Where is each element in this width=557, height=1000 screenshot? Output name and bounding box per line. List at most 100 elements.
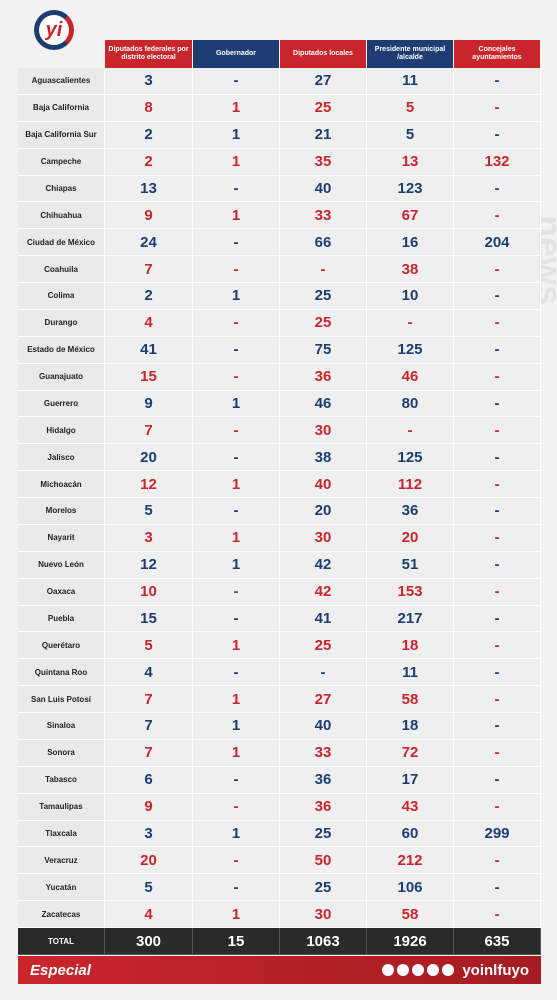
table-cell: 24 — [105, 229, 193, 257]
table-cell: - — [454, 94, 541, 122]
total-cell: 15 — [193, 928, 280, 955]
state-name: Estado de México — [18, 336, 105, 364]
table-cell: 27 — [280, 68, 367, 95]
table-cell: 66 — [280, 229, 367, 257]
state-name: Nayarit — [18, 524, 105, 552]
logo[interactable]: yi — [34, 10, 74, 50]
state-name: Guanajuato — [18, 363, 105, 391]
table-cell: - — [454, 283, 541, 310]
icon[interactable] — [397, 964, 410, 976]
state-name: Michoacán — [18, 471, 105, 498]
table-cell: 12 — [105, 551, 193, 579]
state-name: Puebla — [18, 605, 105, 633]
table-cell: 51 — [367, 551, 454, 579]
table-cell: 7 — [105, 256, 193, 283]
state-name: Hidalgo — [18, 417, 105, 445]
column-header: Gobernador — [193, 40, 279, 68]
table-cell: - — [454, 471, 541, 498]
table-cell: 2 — [105, 148, 193, 176]
table-cell: 2 — [105, 283, 193, 310]
table-cell: 7 — [105, 686, 193, 713]
table-cell: 1 — [193, 551, 280, 579]
table-cell: - — [193, 605, 280, 633]
state-name: Nuevo León — [18, 551, 105, 579]
table-cell: 5 — [105, 498, 193, 525]
table-cell: 7 — [105, 417, 193, 445]
table-cell: - — [454, 363, 541, 391]
table-cell: - — [193, 336, 280, 364]
table-cell: - — [193, 847, 280, 875]
table-cell: 5 — [367, 94, 454, 122]
table-cell: - — [193, 309, 280, 337]
table-cell: 10 — [367, 283, 454, 310]
table-cell: 18 — [367, 632, 454, 660]
state-name: Guerrero — [18, 390, 105, 418]
state-name: Campeche — [18, 148, 105, 176]
table-cell: 204 — [454, 229, 541, 257]
total-cell: 1926 — [367, 928, 454, 955]
table-cell: - — [193, 659, 280, 687]
table-cell: - — [193, 68, 280, 95]
state-name: Zacatecas — [18, 901, 105, 928]
table-cell: 1 — [193, 390, 280, 418]
table-cell: 36 — [367, 498, 454, 525]
table-cell: 30 — [280, 524, 367, 552]
icon[interactable] — [442, 964, 455, 976]
icon[interactable] — [412, 964, 425, 976]
icon[interactable] — [382, 964, 395, 976]
table-cell: - — [454, 390, 541, 418]
state-name: Tabasco — [18, 766, 105, 794]
table-cell: 33 — [280, 202, 367, 230]
table-cell: 50 — [280, 847, 367, 875]
table-cell: 1 — [193, 148, 280, 176]
table-cell: 11 — [367, 68, 454, 95]
table-cell: - — [193, 498, 280, 525]
table-cell: 15 — [105, 605, 193, 633]
table-cell: - — [367, 417, 454, 445]
table-cell: - — [193, 766, 280, 794]
table-cell: 1 — [193, 471, 280, 498]
table-cell: 132 — [454, 148, 541, 176]
table-cell: - — [454, 578, 541, 606]
table-cell: 20 — [367, 524, 454, 552]
table-cell: 2 — [105, 121, 193, 149]
table-cell: - — [280, 256, 367, 283]
table-cell: 40 — [280, 471, 367, 498]
total-label: TOTAL — [18, 928, 105, 955]
state-name: Tamaulipas — [18, 793, 105, 821]
table-cell: 40 — [280, 713, 367, 740]
table-cell: 4 — [105, 901, 193, 928]
table-cell: - — [454, 309, 541, 337]
icon[interactable] — [427, 964, 440, 976]
table-cell: 106 — [367, 874, 454, 902]
total-cell: 635 — [454, 928, 541, 955]
table-cell: 41 — [280, 605, 367, 633]
table-cell: 13 — [105, 175, 193, 203]
table-cell: - — [193, 256, 280, 283]
table-cell: 9 — [105, 390, 193, 418]
table-cell: - — [454, 417, 541, 445]
table-cell: - — [454, 686, 541, 713]
table-cell: - — [454, 551, 541, 579]
table-cell: 17 — [367, 766, 454, 794]
table-cell: - — [193, 874, 280, 902]
table-cell: 12 — [105, 471, 193, 498]
table-cell: - — [193, 793, 280, 821]
table-cell: - — [454, 256, 541, 283]
state-name: Aguascalientes — [18, 68, 105, 95]
table-cell: 10 — [105, 578, 193, 606]
state-name: Baja California Sur — [18, 121, 105, 149]
table-cell: 1 — [193, 686, 280, 713]
table-cell: 25 — [280, 283, 367, 310]
table-cell: 36 — [280, 793, 367, 821]
table-cell: 5 — [105, 874, 193, 902]
table-cell: 30 — [280, 417, 367, 445]
table-cell: 212 — [367, 847, 454, 875]
table-cell: 20 — [105, 847, 193, 875]
table-cell: 1 — [193, 820, 280, 848]
table-cell: 25 — [280, 874, 367, 902]
table-cell: 27 — [280, 686, 367, 713]
table-cell: 1 — [193, 94, 280, 122]
table-cell: - — [454, 444, 541, 472]
state-name: Durango — [18, 309, 105, 337]
